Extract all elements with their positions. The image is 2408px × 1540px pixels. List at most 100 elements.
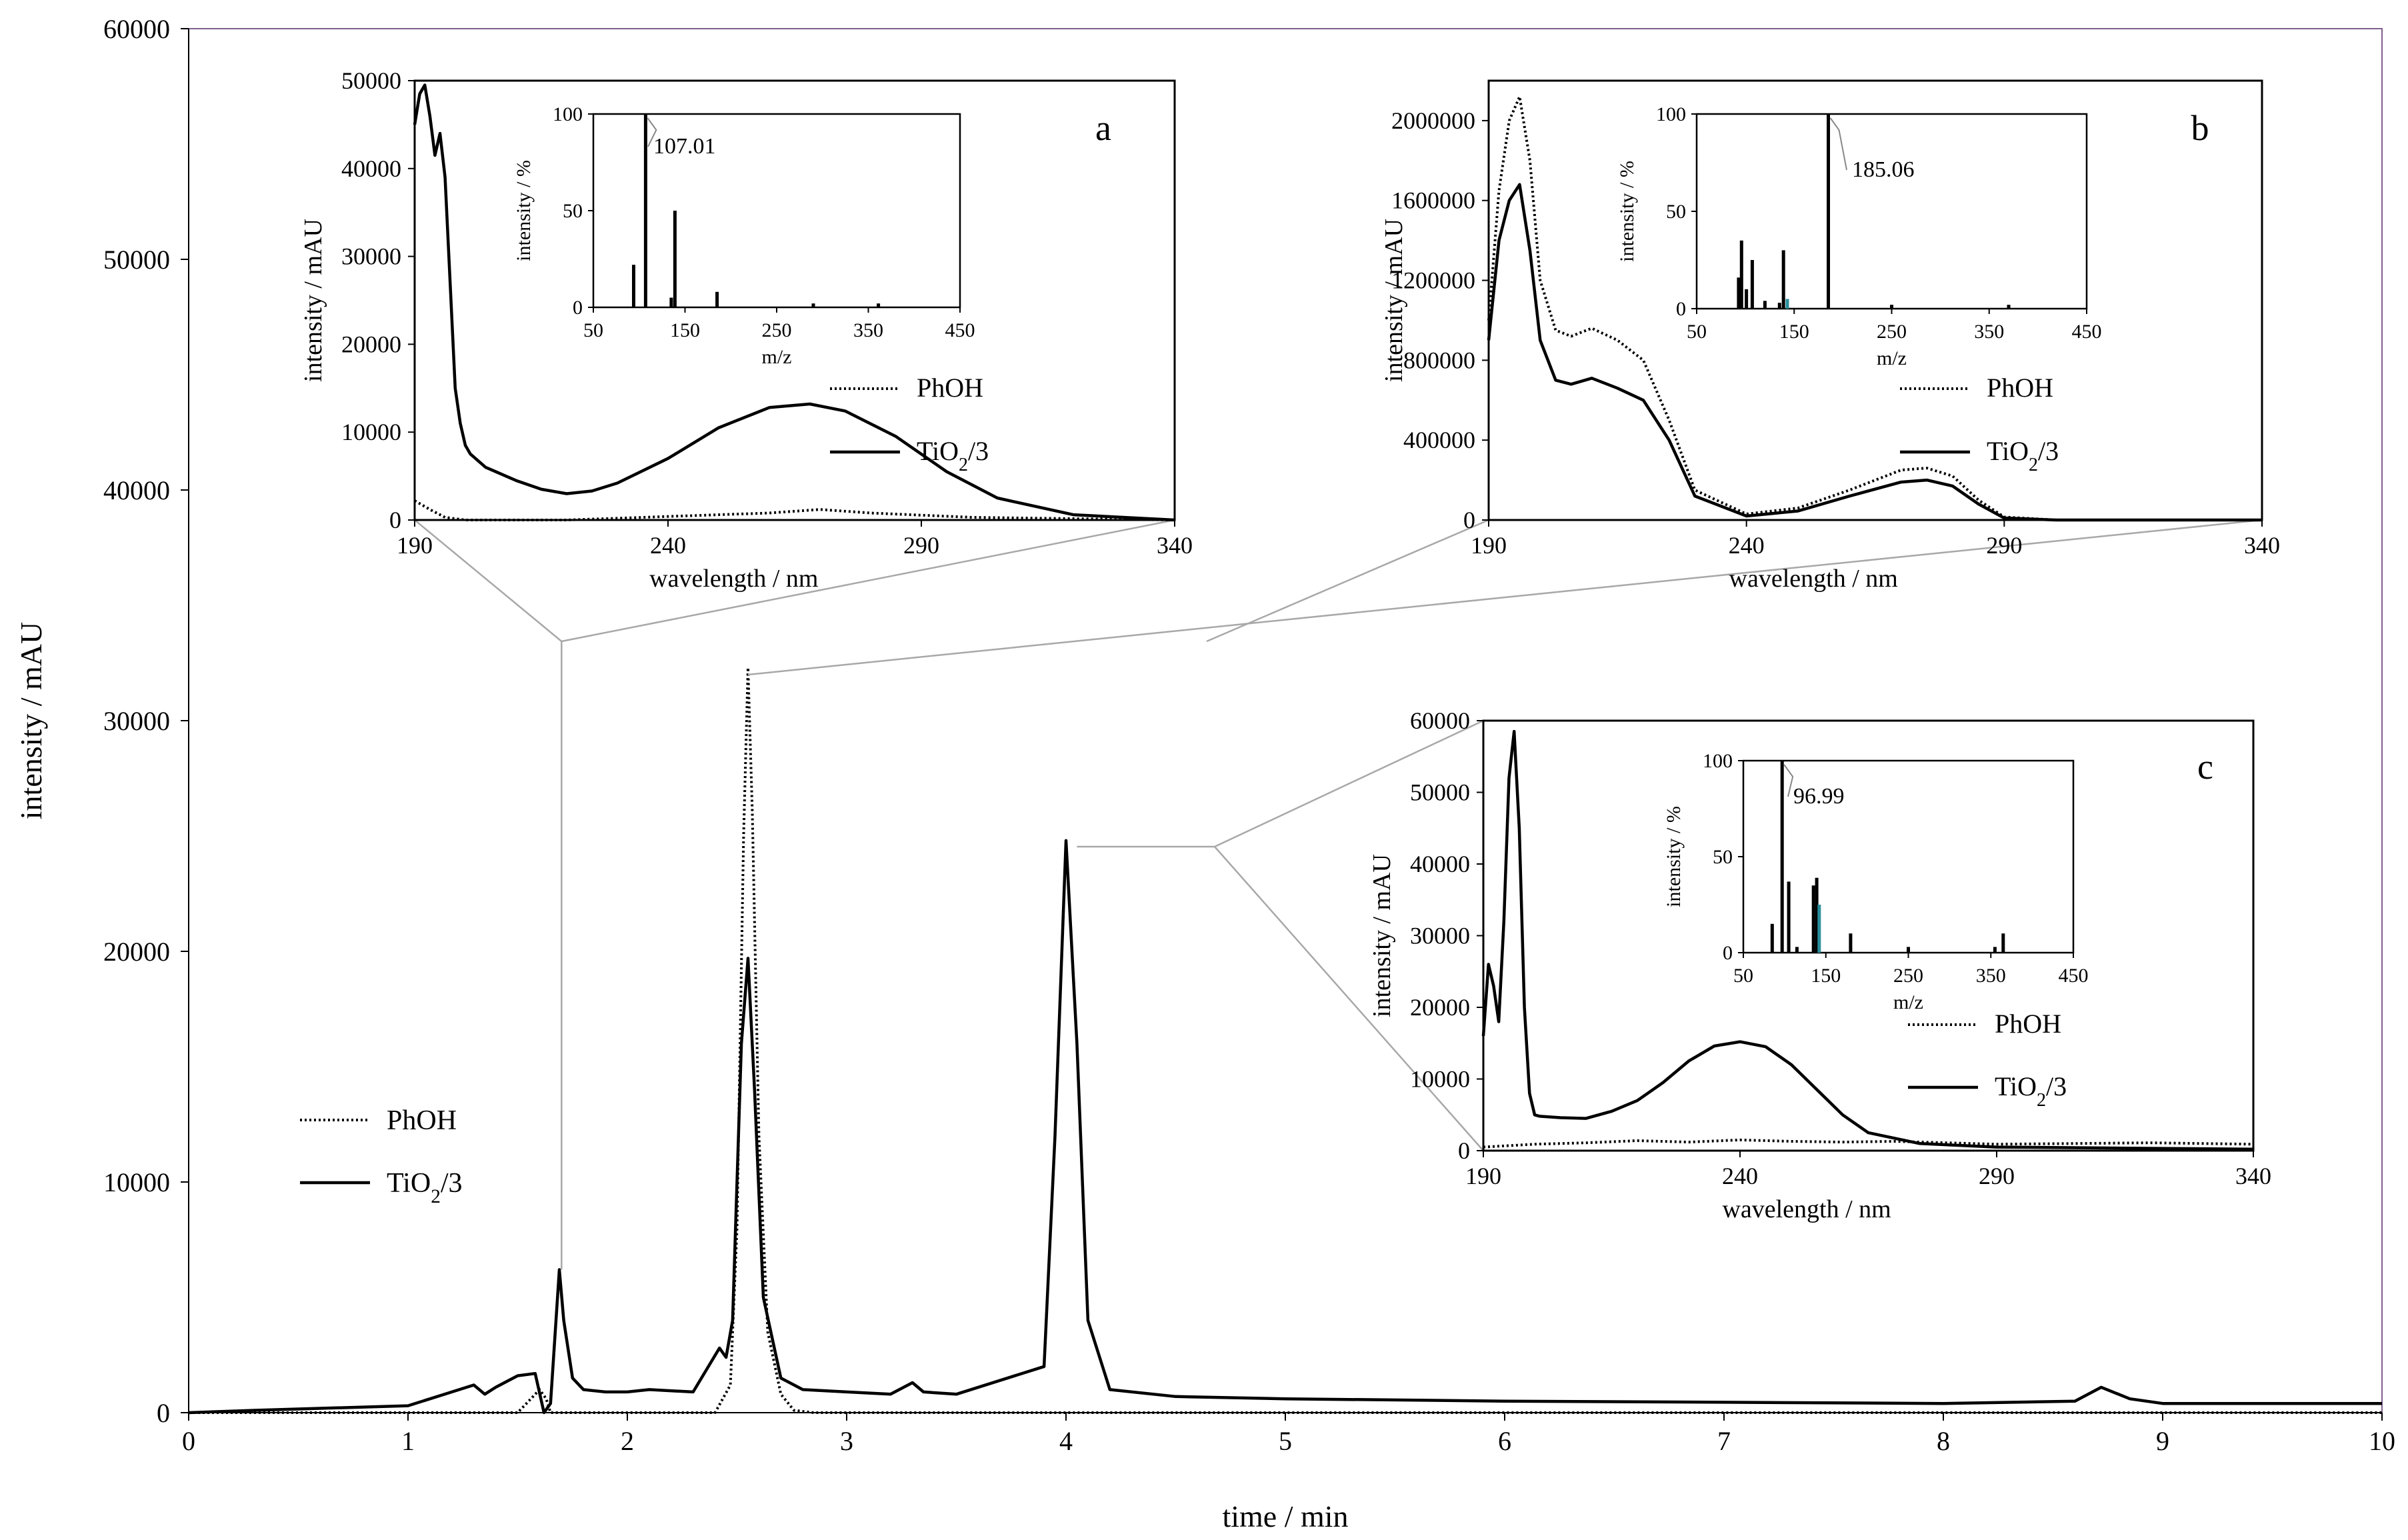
- x-tick-label: 8: [1937, 1426, 1950, 1456]
- x-tick-label: 9: [2156, 1426, 2169, 1456]
- connector-inset-c: [1077, 719, 1484, 1151]
- ms-inset-a-annotation-leader: [647, 117, 657, 147]
- x-tick-label: 2: [621, 1426, 634, 1456]
- inset-c-panel-label: c: [2197, 747, 2213, 787]
- tio2-subscript: 2: [2037, 1090, 2046, 1111]
- inset-b-legend-label-tio2: TiO2/3: [1987, 436, 2059, 475]
- inset-a-legend-label-phoh: PhOH: [917, 373, 983, 403]
- ms-inset-a-y-tick-label: 0: [573, 297, 583, 319]
- ms-inset-c-bar: [2001, 933, 2005, 953]
- y-tick-label: 30000: [103, 706, 170, 736]
- inset-c-legend-label-phoh: PhOH: [1995, 1009, 2061, 1039]
- ms-inset-b-y-axis-title: intensity / %: [1616, 161, 1638, 262]
- inset-a-x-tick-label: 290: [903, 532, 939, 559]
- tio2-suffix: /3: [2038, 436, 2059, 466]
- ms-inset-b-bar: [1827, 114, 1830, 309]
- inset-b-x-tick-label: 340: [2244, 532, 2280, 559]
- ms-inset-b-y-tick-label: 100: [1656, 103, 1686, 125]
- y-tick-label: 0: [157, 1398, 170, 1428]
- ms-inset-c-annotation-leader: [1783, 764, 1794, 797]
- inset-a-panel-label: a: [1095, 108, 1111, 148]
- ms-inset-b-bar: [1750, 260, 1754, 309]
- inset-c-y-tick-label: 40000: [1410, 851, 1470, 877]
- ms-inset-b-frame: [1695, 113, 2088, 310]
- ms-inset-a-x-tick-label: 250: [762, 319, 792, 341]
- inset-b-y-axis-title: intensity / mAU: [1380, 219, 1408, 382]
- legend-label-phoh: PhOH: [387, 1105, 457, 1136]
- series-line-tio23: [188, 839, 2382, 1415]
- inset-a-y-axis-title: intensity / mAU: [299, 219, 327, 382]
- y-tick-label: 60000: [103, 14, 170, 44]
- inset-a-y-tick-label: 40000: [341, 155, 401, 182]
- ms-inset-a-bar: [715, 291, 719, 307]
- inset-c-y-tick-label: 0: [1458, 1137, 1470, 1164]
- y-tick-label: 20000: [103, 937, 170, 967]
- tio2-suffix: /3: [441, 1168, 463, 1199]
- ms-inset-c-bar: [1795, 947, 1799, 953]
- inset-a-y-tick-label: 0: [389, 507, 401, 533]
- ms-inset-c-bar: [1770, 923, 1774, 953]
- ms-inset-a-bar: [669, 297, 673, 307]
- ms-inset-c-x-axis-title: m/z: [1893, 991, 1923, 1013]
- inset-b: 190 240 290 340 0 400000 800000 1200000 1600000 2…: [1380, 79, 2280, 593]
- ms-inset-c-bar: [1907, 947, 1910, 953]
- ms-inset-a-bar: [811, 303, 815, 307]
- x-tick-label: 1: [401, 1426, 415, 1456]
- inset-b-y-tick-label: 800000: [1403, 347, 1475, 373]
- inset-a-legend-label-tio2: TiO2/3: [917, 436, 989, 475]
- ms-inset-a-bar: [877, 303, 881, 307]
- tio2-subscript: 2: [431, 1186, 441, 1207]
- y-axis-title: intensity / mAU: [14, 622, 48, 819]
- ms-inset-b-bar: [1785, 299, 1789, 309]
- ms-inset-b-bar: [2007, 305, 2011, 309]
- inset-a-x-tick-label: 340: [1157, 532, 1193, 559]
- ms-inset-c-bar: [1817, 905, 1821, 953]
- inset-c-y-axis-title: intensity / mAU: [1368, 854, 1396, 1017]
- ms-inset-c-x-tick-label: 350: [1976, 965, 2006, 987]
- inset-b-x-tick-label: 290: [1986, 532, 2022, 559]
- inset-b-x-tick-label: 240: [1729, 532, 1765, 559]
- inset-a-y-tick-label: 20000: [341, 331, 401, 357]
- ms-inset-c-bar: [1815, 877, 1819, 953]
- ms-inset-b-bar: [1739, 240, 1743, 309]
- ms-inset-c-base-peak-label: 96.99: [1793, 784, 1845, 809]
- ms-inset-a-y-tick-label: 50: [563, 200, 583, 222]
- ms-inset-c-y-tick-label: 100: [1703, 750, 1733, 772]
- x-axis-title: time / min: [1222, 1499, 1348, 1533]
- x-tick-label: 4: [1059, 1426, 1073, 1456]
- inset-c-y-tick-label: 60000: [1410, 707, 1470, 734]
- ms-inset-b-bar: [1890, 305, 1893, 309]
- ms-inset-a-x-axis-title: m/z: [762, 346, 792, 368]
- x-tick-label: 5: [1279, 1426, 1292, 1456]
- ms-inset-a-base-peak-label: 107.01: [653, 134, 716, 159]
- ms-inset-c-x-tick-label: 150: [1811, 965, 1841, 987]
- x-tick-label: 6: [1498, 1426, 1511, 1456]
- ms-inset-c-x-tick-label: 250: [1893, 965, 1923, 987]
- inset-c-series-line-tio23: [1481, 729, 2254, 1151]
- tio2-text: TiO: [917, 436, 959, 466]
- inset-c-x-axis-title: wavelength / nm: [1722, 1195, 1891, 1223]
- x-tick-label: 0: [182, 1426, 195, 1456]
- ms-inset-b-bar: [1777, 303, 1781, 309]
- tio2-subscript: 2: [2029, 455, 2038, 475]
- inset-a-y-tick-label: 10000: [341, 419, 401, 445]
- connector-inset-a: [414, 519, 1175, 1270]
- connector-inset-b: [747, 519, 2263, 676]
- inset-a-x-tick-label: 190: [397, 532, 433, 559]
- inset-c-series-line-phoh: [1483, 1138, 2254, 1149]
- ms-inset-a-y-tick-label: 100: [553, 103, 583, 125]
- ms-inset-c-y-tick-label: 0: [1723, 942, 1733, 964]
- inset-b-y-tick-label: 1200000: [1391, 267, 1475, 294]
- ms-inset-c-x-tick-label: 50: [1733, 965, 1753, 987]
- inset-c-y-tick-label: 20000: [1410, 994, 1470, 1021]
- inset-c-y-tick-label: 30000: [1410, 923, 1470, 949]
- tio2-suffix: /3: [2046, 1071, 2067, 1101]
- ms-inset-c-bar: [1993, 947, 1997, 953]
- ms-inset-c-bar: [1780, 761, 1784, 953]
- inset-c-legend-label-tio2: TiO2/3: [1995, 1071, 2067, 1111]
- main-chart: 0 1 2 3 4 5 6 7 8 9 100100002000030000400005000060…: [14, 14, 2395, 1533]
- inset-a-y-tick-label: 50000: [341, 67, 401, 94]
- inset-b-series-line-tio23: [1487, 183, 2262, 522]
- inset-connector-lines: [414, 519, 2263, 1270]
